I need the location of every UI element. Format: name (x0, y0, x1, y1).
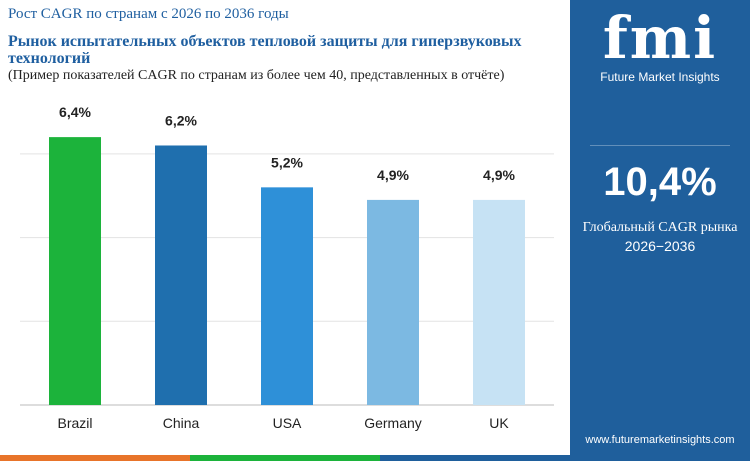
stripe (0, 455, 190, 461)
divider (590, 145, 730, 146)
headline-value: 10,4% (603, 160, 717, 204)
x-tick-label: China (163, 415, 200, 431)
headline-label: Глобальный CAGR рынка (582, 220, 738, 235)
stripe (190, 455, 380, 461)
brand: Future Market Insights (600, 70, 720, 84)
period: 2026−2036 (624, 238, 696, 254)
bar (49, 137, 101, 405)
bar (473, 199, 525, 405)
bar (261, 187, 313, 405)
website: www.futuremarketinsights.com (585, 434, 735, 446)
stripe (380, 455, 750, 461)
value-label: 6,4% (59, 104, 91, 120)
value-label: 4,9% (483, 167, 515, 183)
value-label: 6,2% (165, 112, 197, 128)
supertitle: Рост CAGR по странам с 2026 по 2036 годы (8, 6, 289, 22)
chart-title: Рынок испытательных объектов тепловой за… (8, 33, 522, 67)
value-label: 4,9% (377, 167, 409, 183)
x-tick-label: USA (273, 415, 302, 431)
x-tick-label: UK (489, 415, 509, 431)
side-panel: fmi Future Market Insights 10,4% Глобаль… (570, 0, 750, 455)
x-tick-label: Germany (364, 415, 422, 431)
logo: fmi (602, 4, 718, 72)
bar (155, 145, 207, 405)
value-label: 5,2% (271, 154, 303, 170)
bar (367, 199, 419, 405)
subtitle: (Пример показателей CAGR по странам из б… (8, 68, 505, 83)
x-tick-label: Brazil (57, 415, 92, 431)
chart: Brazil 6,4% China 6,2% USA 5,2% Germany 4,9% UK 4… (20, 104, 554, 431)
